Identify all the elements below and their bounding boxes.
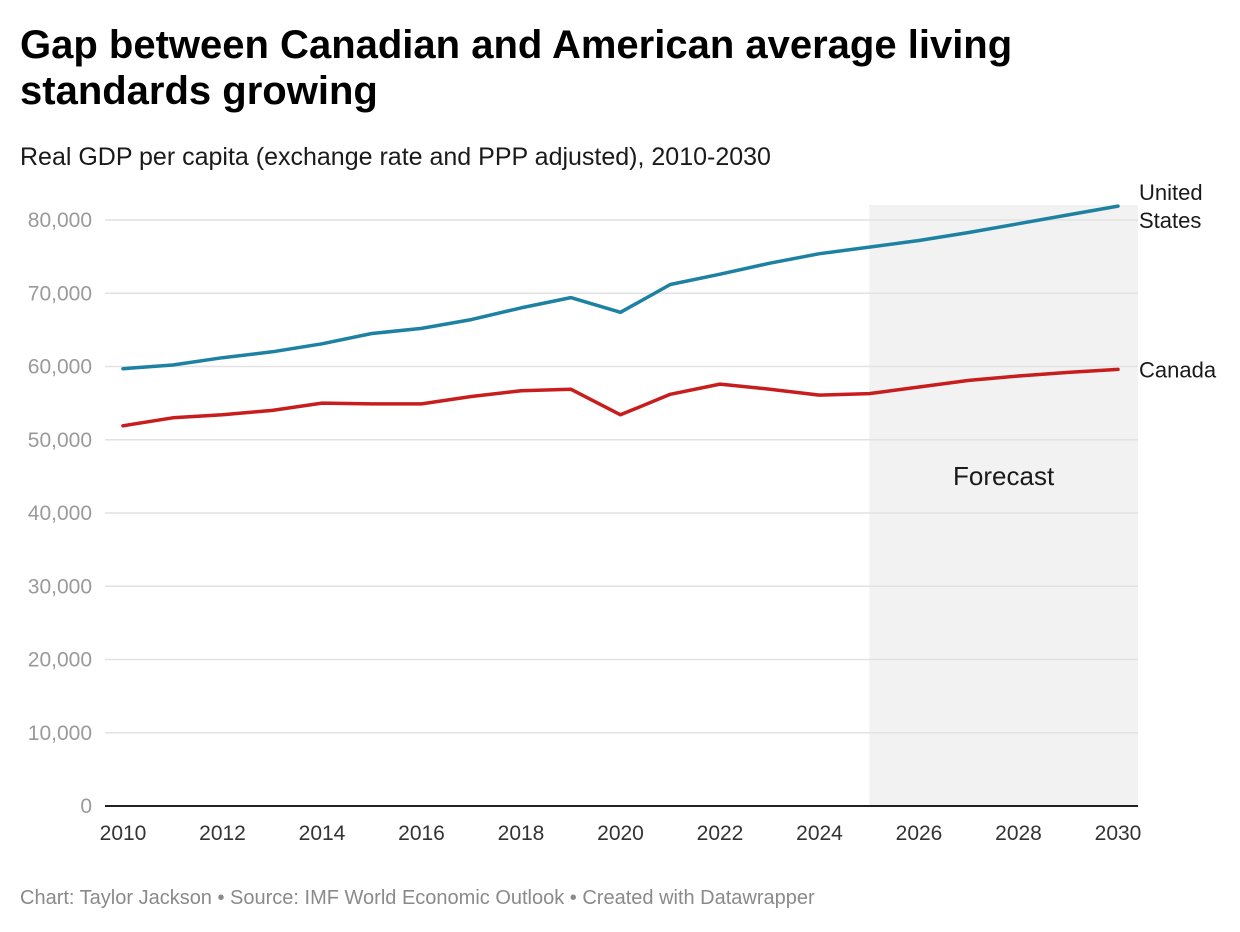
series-labels: United States Canada [1139, 180, 1217, 382]
series-label-canada: Canada [1139, 357, 1217, 382]
x-tick-label: 2012 [199, 822, 246, 845]
gridlines [105, 219, 1138, 734]
line-chart: Forecast 0 10,000 20,000 30,000 40,000 50,000… [28, 180, 1217, 845]
x-tick-label: 2026 [896, 822, 943, 845]
x-tick-label: 2020 [597, 822, 644, 845]
forecast-region-layer: Forecast [869, 205, 1138, 806]
x-tick-label: 2018 [498, 822, 545, 845]
x-tick-label: 2030 [1095, 822, 1142, 845]
chart-title: Gap between Canadian and American averag… [20, 23, 1013, 113]
axes: 0 10,000 20,000 30,000 40,000 50,000 60,000 70,… [28, 209, 1142, 845]
x-tick-label: 2028 [995, 822, 1042, 845]
x-tick-label: 2010 [100, 822, 147, 845]
chart-subtitle: Real GDP per capita (exchange rate and P… [20, 143, 771, 171]
series-line-canada [121, 367, 1120, 428]
y-tick-label: 50,000 [28, 429, 92, 452]
chart-footer-credit: Chart: Taylor Jackson • Source: IMF Worl… [20, 887, 815, 909]
forecast-shaded-region [869, 205, 1138, 806]
x-tick-label: 2014 [299, 822, 346, 845]
y-tick-label: 80,000 [28, 209, 92, 232]
y-tick-label: 30,000 [28, 575, 92, 598]
y-tick-label: 0 [80, 795, 92, 818]
x-tick-label: 2022 [697, 822, 744, 845]
y-tick-label: 70,000 [28, 282, 92, 305]
forecast-label: Forecast [953, 461, 1055, 491]
series-lines [121, 204, 1120, 428]
y-tick-label: 40,000 [28, 502, 92, 525]
x-tick-label: 2024 [796, 822, 843, 845]
y-tick-label: 10,000 [28, 722, 92, 745]
y-tick-label: 60,000 [28, 356, 92, 379]
y-tick-label: 20,000 [28, 649, 92, 672]
x-tick-label: 2016 [398, 822, 445, 845]
series-label-united-states: United States [1139, 180, 1203, 233]
